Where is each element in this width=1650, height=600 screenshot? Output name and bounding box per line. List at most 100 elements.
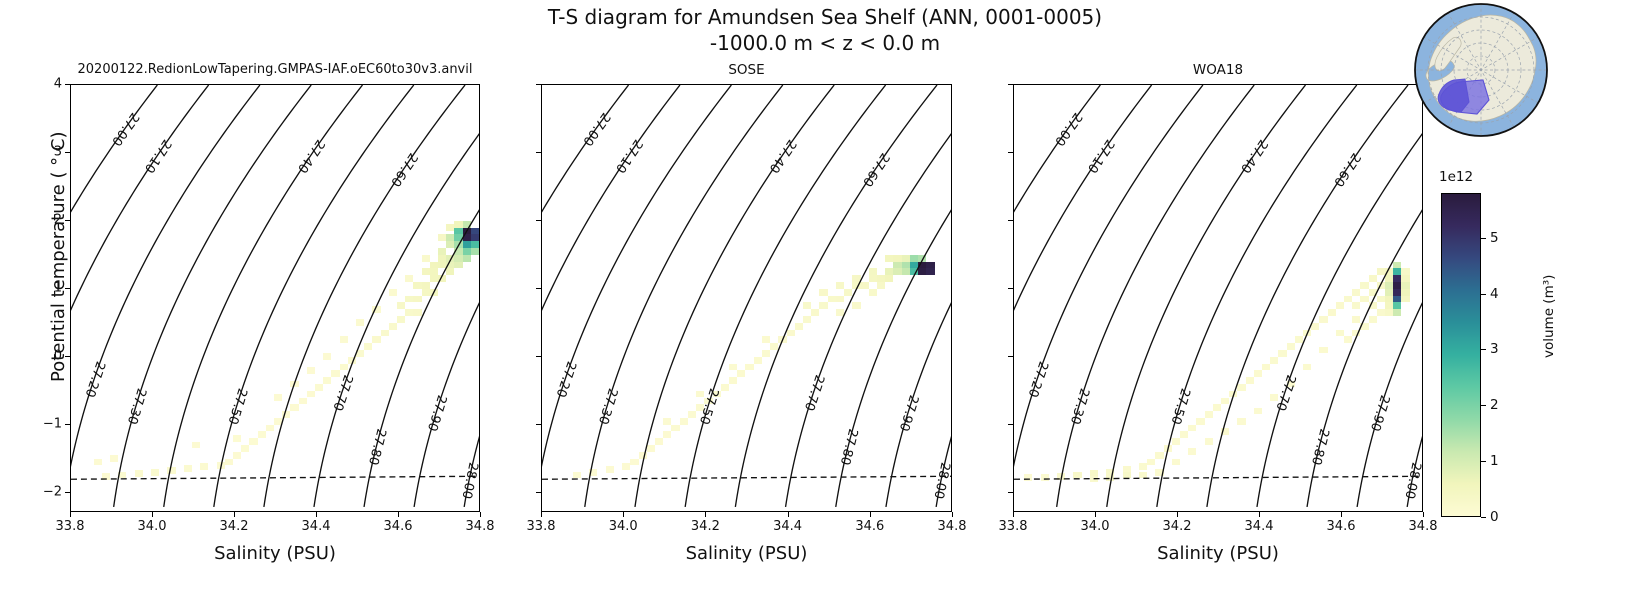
heatmap-cell [1393, 268, 1402, 276]
heatmap-cell [802, 302, 812, 310]
colorbar-offset-text: 1e12 [1439, 169, 1474, 185]
panel-woa18[interactable]: WOA18 27.00 27.10 27.20 27.30 27.40 27.50 27.6… [999, 62, 1438, 564]
heatmap-cell [1385, 288, 1394, 296]
heatmap-cell [1393, 261, 1402, 269]
heatmap-cell [101, 472, 110, 480]
heatmap-cell [290, 404, 299, 412]
y-tick [1008, 355, 1013, 357]
heatmap-cell [314, 383, 324, 391]
panel-model[interactable]: 20200122.RedionLowTapering.GMPAS-IAF.oEC… [43, 62, 495, 564]
heatmap-cell [413, 282, 422, 289]
panel-sose[interactable]: SOSE 27.00 27.10 27.20 27.30 27.40 27.50 27.60… [527, 62, 967, 564]
heatmap-cell [819, 302, 828, 310]
heatmap-cell [372, 305, 381, 313]
heatmap-cell [646, 445, 656, 452]
heatmap-cell [339, 336, 348, 344]
contour-label: 27.60 [859, 150, 892, 189]
heatmap-cell [696, 390, 705, 398]
heatmap-cell [1401, 295, 1410, 303]
isopycnal-line [835, 209, 951, 508]
x-axis-label-sose: Salinity (PSU) [685, 543, 808, 564]
heatmap-cell [918, 254, 927, 262]
heatmap-cell [462, 241, 471, 249]
heatmap-cell [737, 370, 746, 378]
heatmap-cell [437, 254, 447, 262]
colorbar-tick-label: 1 [1490, 453, 1499, 470]
heatmap-cell [446, 261, 455, 269]
heatmap-cell [454, 248, 463, 255]
heatmap-cell [1352, 302, 1361, 310]
heatmap-cell [918, 268, 927, 276]
heatmap-cell [720, 383, 729, 391]
heatmap-cell [413, 295, 422, 303]
x-tick [398, 512, 399, 517]
figure-title-line1: T-S diagram for Amundsen Sea Shelf (ANN,… [547, 5, 1103, 29]
heatmap-cell [462, 220, 471, 228]
heatmap-cell [470, 241, 479, 249]
x-tick [1341, 512, 1342, 517]
colorbar-tick-label: 2 [1490, 397, 1499, 414]
y-axis-label: Potential temperature ( ° C) [48, 131, 69, 383]
y-tick-label: 4 [53, 76, 62, 92]
x-tick [152, 512, 153, 517]
contour-label: 27.50 [696, 386, 721, 426]
heatmap-cell [396, 315, 406, 323]
heatmap-cell [630, 458, 639, 466]
heatmap-cell [1040, 474, 1049, 482]
x-tick-label: 34.4 [773, 519, 803, 534]
isopycnal-line [784, 133, 951, 508]
x-tick [480, 512, 481, 517]
heatmap-cell [852, 275, 861, 282]
plot-area-model[interactable]: 27.00 27.10 27.20 27.30 27.40 27.50 27.60 27.70… [70, 84, 480, 512]
y-tick [1008, 151, 1013, 153]
heatmap-cell [802, 315, 812, 323]
x-tick [1423, 512, 1424, 517]
colorbar[interactable]: 1e12 0 1 2 3 4 5 [1439, 169, 1499, 525]
contour-label: 27.30 [1067, 386, 1092, 426]
heatmap-cell [1385, 302, 1394, 310]
heatmap-cell [1270, 394, 1279, 401]
heatmap-cell [396, 302, 406, 310]
x-tick-label: 34.6 [855, 519, 885, 534]
heatmap-cell [134, 470, 143, 477]
heatmap-cell [437, 261, 447, 269]
heatmap-cell [868, 288, 877, 296]
heatmap-cell [1401, 275, 1410, 282]
heatmap-cell [298, 397, 307, 405]
heatmap-cell [655, 438, 664, 446]
colorbar-label: volume (m³) [1541, 274, 1557, 358]
x-tick [1177, 512, 1178, 517]
heatmap-cell [893, 261, 902, 269]
y-tick-label: −1 [42, 416, 62, 432]
heatmap-cell [835, 282, 845, 289]
y-axis-sose [507, 84, 541, 512]
heatmap-cell [1139, 463, 1148, 471]
heatmap-cell [876, 282, 886, 289]
plot-area-woa18[interactable]: 27.00 27.10 27.20 27.30 27.40 27.50 27.60 27.70… [1013, 84, 1423, 512]
heatmap-cell [1024, 474, 1033, 482]
plot-area-sose[interactable]: 27.00 27.10 27.20 27.30 27.40 27.50 27.60 27.70… [541, 84, 952, 512]
x-tick-label: 34.6 [1326, 519, 1356, 534]
heatmap-cell [909, 254, 919, 262]
y-tick [536, 287, 541, 289]
contour-label: 27.70 [329, 373, 355, 413]
contour-label: 28.00 [1401, 461, 1422, 500]
heatmap-cell [265, 424, 274, 432]
contour-label: 28.00 [458, 461, 479, 500]
heatmap-cell [1180, 431, 1189, 439]
heatmap-cell [1171, 438, 1181, 446]
heatmap-cell [93, 458, 102, 466]
heatmap-cell [745, 363, 754, 371]
heatmap-cell [1122, 471, 1131, 479]
heatmap-cell [150, 468, 160, 476]
heatmap-cell [770, 343, 779, 350]
heatmap-cell [1368, 302, 1377, 310]
heatmap-cell [1393, 275, 1402, 282]
contour-label: 27.40 [294, 136, 327, 175]
contour-label: 27.70 [1272, 373, 1298, 413]
heatmap-cell [1221, 397, 1230, 405]
isopycnal-line [734, 85, 938, 508]
y-tick [1008, 84, 1013, 85]
colorbar-tick [1481, 237, 1486, 239]
contour-label: 27.60 [387, 150, 420, 189]
